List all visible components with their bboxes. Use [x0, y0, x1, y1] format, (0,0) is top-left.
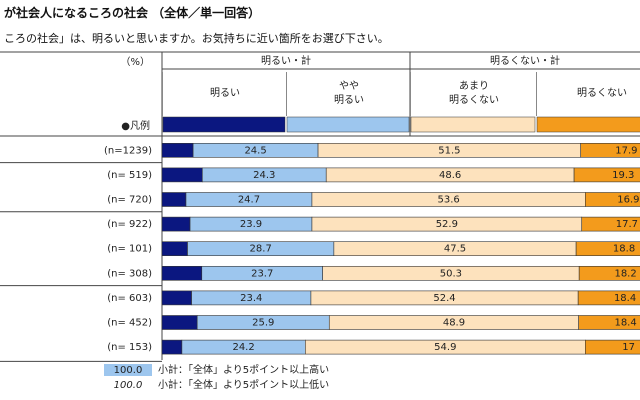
row-label: (n= 603)	[107, 293, 152, 304]
bar-segment	[161, 339, 183, 355]
question: ころの社会」は、明るいと思いますか。お気持ちに近い箇所をお選び下さい。	[4, 32, 389, 45]
bar-segment	[584, 192, 640, 207]
value-label: 50.3	[440, 268, 462, 279]
group-label: 明るくない・計	[490, 54, 560, 67]
row-label: (n= 153)	[107, 342, 152, 353]
note-sample: 100.0	[114, 380, 143, 391]
value-label: 48.9	[443, 318, 465, 329]
note-swatch	[104, 364, 152, 376]
legend-entry: やや 明るい	[286, 72, 411, 116]
bar-segment	[161, 265, 203, 281]
legend-entry: 明るい	[162, 72, 287, 116]
value-label: 48.6	[439, 170, 461, 181]
bar-segment	[578, 265, 640, 281]
value-label: 24.3	[253, 170, 275, 181]
value-label: 17.7	[616, 219, 638, 230]
bar-segment	[573, 167, 640, 183]
note-sample: 100.0	[114, 365, 143, 376]
legend-swatch	[162, 116, 286, 133]
bar-segment	[161, 241, 188, 256]
value-label: 51.5	[438, 145, 460, 156]
legend-entry: あまり 明るくない	[410, 72, 537, 116]
bar-segment	[580, 143, 640, 158]
row-label: (n= 519)	[107, 170, 152, 181]
value-label: 28.7	[250, 244, 272, 255]
bar-segment	[584, 339, 640, 355]
legend-swatch	[410, 116, 536, 133]
bar-segment	[161, 216, 191, 232]
note-text: 小計：「全体」より5ポイント以上低い	[158, 378, 329, 391]
value-label: 25.9	[252, 318, 274, 329]
bar-segment	[575, 241, 640, 256]
value-label: 19.3	[612, 170, 634, 181]
value-label: 52.9	[436, 219, 458, 230]
legend-label: ●凡例	[121, 119, 150, 132]
value-label: 18.4	[614, 318, 636, 329]
row-label: (n= 720)	[107, 195, 152, 206]
value-label: 53.6	[437, 195, 459, 206]
bar-segment	[577, 290, 640, 306]
legend-swatch	[286, 116, 410, 133]
bar-segment	[161, 290, 192, 306]
value-label: 24.5	[244, 145, 266, 156]
group-label: 明るい・計	[261, 54, 311, 67]
value-label: 18.8	[613, 244, 635, 255]
value-label: 17	[622, 342, 635, 353]
bar-segment	[161, 167, 203, 183]
value-label: 23.4	[240, 293, 262, 304]
unit-label: （%）	[120, 56, 150, 68]
value-label: 47.5	[444, 244, 466, 255]
value-label: 18.2	[614, 268, 636, 279]
value-label: 54.9	[434, 342, 456, 353]
bar-segment	[161, 315, 198, 330]
row-label: (n= 101)	[107, 244, 152, 255]
row-label: (n= 452)	[107, 318, 152, 329]
row-label: (n=1239)	[104, 145, 152, 156]
legend-swatch	[536, 116, 640, 133]
value-label: 23.7	[251, 268, 273, 279]
row-label: (n= 308)	[107, 268, 152, 279]
row-label: (n= 922)	[107, 219, 152, 230]
bar-segment	[581, 216, 640, 232]
note-text: 小計：「全体」より5ポイント以上高い	[158, 363, 329, 376]
bar-segment	[161, 192, 187, 207]
value-label: 18.4	[614, 293, 636, 304]
value-label: 24.2	[232, 342, 254, 353]
value-label: 52.4	[433, 293, 455, 304]
bar-segment	[578, 315, 640, 330]
value-label: 23.9	[240, 219, 262, 230]
value-label: 16.9	[617, 195, 639, 206]
value-label: 17.9	[615, 145, 637, 156]
title: が社会人になるころの社会 （全体／単一回答）	[4, 6, 261, 20]
bar-segment	[161, 143, 194, 158]
value-label: 24.7	[238, 195, 260, 206]
legend-entry: 明るくない	[536, 72, 640, 116]
